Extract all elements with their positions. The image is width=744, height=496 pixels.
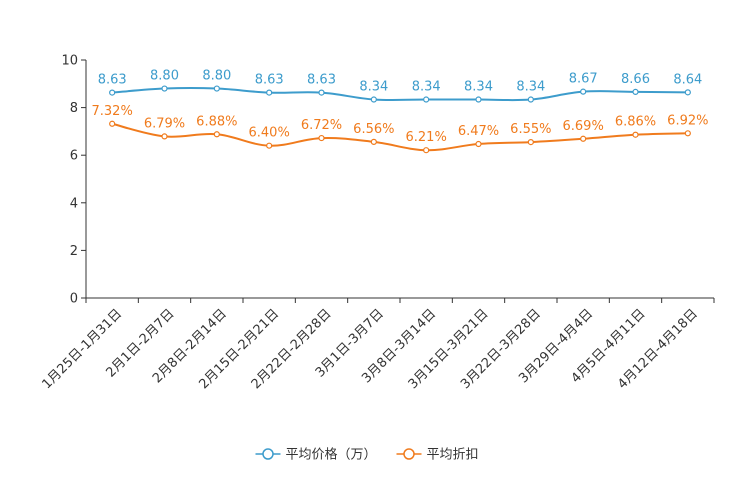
data-label: 8.64 bbox=[673, 72, 702, 87]
data-label: 7.32% bbox=[92, 104, 133, 119]
series-line bbox=[111, 122, 688, 152]
data-label: 8.34 bbox=[464, 80, 493, 95]
data-point bbox=[475, 140, 482, 148]
y-tick-label: 0 bbox=[70, 292, 78, 307]
data-label: 8.34 bbox=[359, 80, 388, 95]
data-point bbox=[213, 85, 220, 92]
data-label: 6.47% bbox=[458, 124, 499, 139]
data-point bbox=[423, 96, 430, 103]
series-layer: 8.63 8.80 8.80 8.63 8.63 8.34 8.34 8.34 8.34 8.67… bbox=[92, 69, 708, 154]
data-point bbox=[109, 120, 116, 127]
data-point bbox=[318, 89, 325, 96]
data-point bbox=[213, 131, 220, 138]
data-point bbox=[370, 96, 377, 103]
legend-label: 平均折扣 bbox=[427, 448, 479, 463]
data-point bbox=[527, 139, 534, 146]
data-label: 6.21% bbox=[406, 130, 447, 145]
data-point bbox=[684, 89, 691, 96]
data-label: 8.66 bbox=[621, 72, 650, 87]
data-label: 8.34 bbox=[516, 80, 545, 95]
data-label: 6.72% bbox=[301, 118, 342, 133]
data-label: 8.34 bbox=[412, 80, 441, 95]
data-point bbox=[266, 142, 273, 149]
data-label: 8.63 bbox=[255, 73, 284, 88]
data-point bbox=[580, 135, 587, 142]
data-point bbox=[527, 96, 534, 103]
data-label: 8.67 bbox=[569, 72, 598, 87]
data-label: 8.63 bbox=[98, 73, 127, 88]
legend-item-1: 平均折扣 bbox=[396, 448, 479, 463]
legend-label: 平均价格（万） bbox=[286, 447, 377, 463]
series-line bbox=[112, 87, 688, 102]
data-point bbox=[632, 131, 639, 138]
data-point bbox=[684, 130, 691, 137]
data-label: 6.55% bbox=[510, 122, 551, 137]
y-tick-label: 4 bbox=[70, 196, 78, 211]
data-label: 6.92% bbox=[667, 113, 708, 128]
data-label: 8.80 bbox=[150, 69, 179, 84]
axes: 02468101月25日-1月31日2月1日-2月7日2月8日-2月14日2月1… bbox=[39, 54, 715, 392]
legend-marker-icon bbox=[403, 448, 415, 460]
series-0: 8.63 8.80 8.80 8.63 8.63 8.34 8.34 8.34 8.34 8.67… bbox=[98, 69, 702, 103]
y-tick-label: 8 bbox=[70, 101, 78, 116]
data-point bbox=[109, 89, 116, 96]
data-point bbox=[318, 134, 325, 142]
y-tick-label: 6 bbox=[70, 149, 78, 164]
data-label: 8.80 bbox=[202, 69, 231, 84]
y-tick-label: 10 bbox=[61, 54, 78, 69]
legend-marker-icon bbox=[262, 448, 274, 460]
data-point bbox=[161, 133, 168, 140]
data-point bbox=[580, 88, 587, 95]
legend: 平均价格（万） 平均折扣 bbox=[255, 447, 479, 463]
data-label: 6.79% bbox=[144, 116, 185, 131]
legend-item-0: 平均价格（万） bbox=[255, 447, 377, 463]
data-point bbox=[632, 88, 639, 95]
data-label: 6.40% bbox=[249, 126, 290, 141]
data-label: 6.56% bbox=[353, 122, 394, 137]
data-label: 6.69% bbox=[563, 119, 604, 134]
y-tick-label: 2 bbox=[70, 244, 78, 259]
data-label: 6.86% bbox=[615, 115, 656, 130]
data-point bbox=[370, 138, 377, 145]
data-point bbox=[475, 96, 482, 103]
data-point bbox=[423, 147, 430, 154]
series-1: 7.32% 6.79% 6.88% 6.40% 6.72% 6.56% 6.21% 6.47%… bbox=[92, 104, 708, 154]
data-point bbox=[266, 89, 273, 96]
data-point bbox=[161, 85, 168, 92]
data-label: 6.88% bbox=[196, 114, 237, 129]
data-label: 8.63 bbox=[307, 73, 336, 88]
